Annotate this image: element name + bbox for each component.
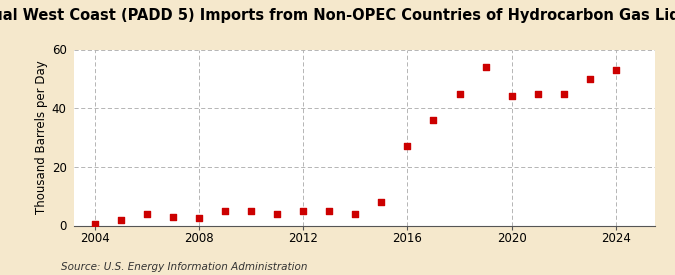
Point	[558, 91, 569, 96]
Point	[506, 94, 517, 99]
Point	[324, 209, 335, 213]
Point	[402, 144, 413, 148]
Point	[298, 209, 308, 213]
Point	[454, 91, 465, 96]
Point	[376, 200, 387, 204]
Point	[610, 68, 621, 72]
Point	[585, 77, 595, 81]
Point	[194, 216, 205, 220]
Text: Annual West Coast (PADD 5) Imports from Non-OPEC Countries of Hydrocarbon Gas Li: Annual West Coast (PADD 5) Imports from …	[0, 8, 675, 23]
Point	[532, 91, 543, 96]
Point	[90, 222, 101, 226]
Point	[220, 209, 231, 213]
Text: Source: U.S. Energy Information Administration: Source: U.S. Energy Information Administ…	[61, 262, 307, 272]
Point	[350, 211, 361, 216]
Point	[115, 218, 126, 222]
Y-axis label: Thousand Barrels per Day: Thousand Barrels per Day	[34, 60, 47, 215]
Point	[272, 211, 283, 216]
Point	[480, 65, 491, 69]
Point	[168, 214, 179, 219]
Point	[428, 118, 439, 122]
Point	[246, 209, 256, 213]
Point	[142, 211, 153, 216]
